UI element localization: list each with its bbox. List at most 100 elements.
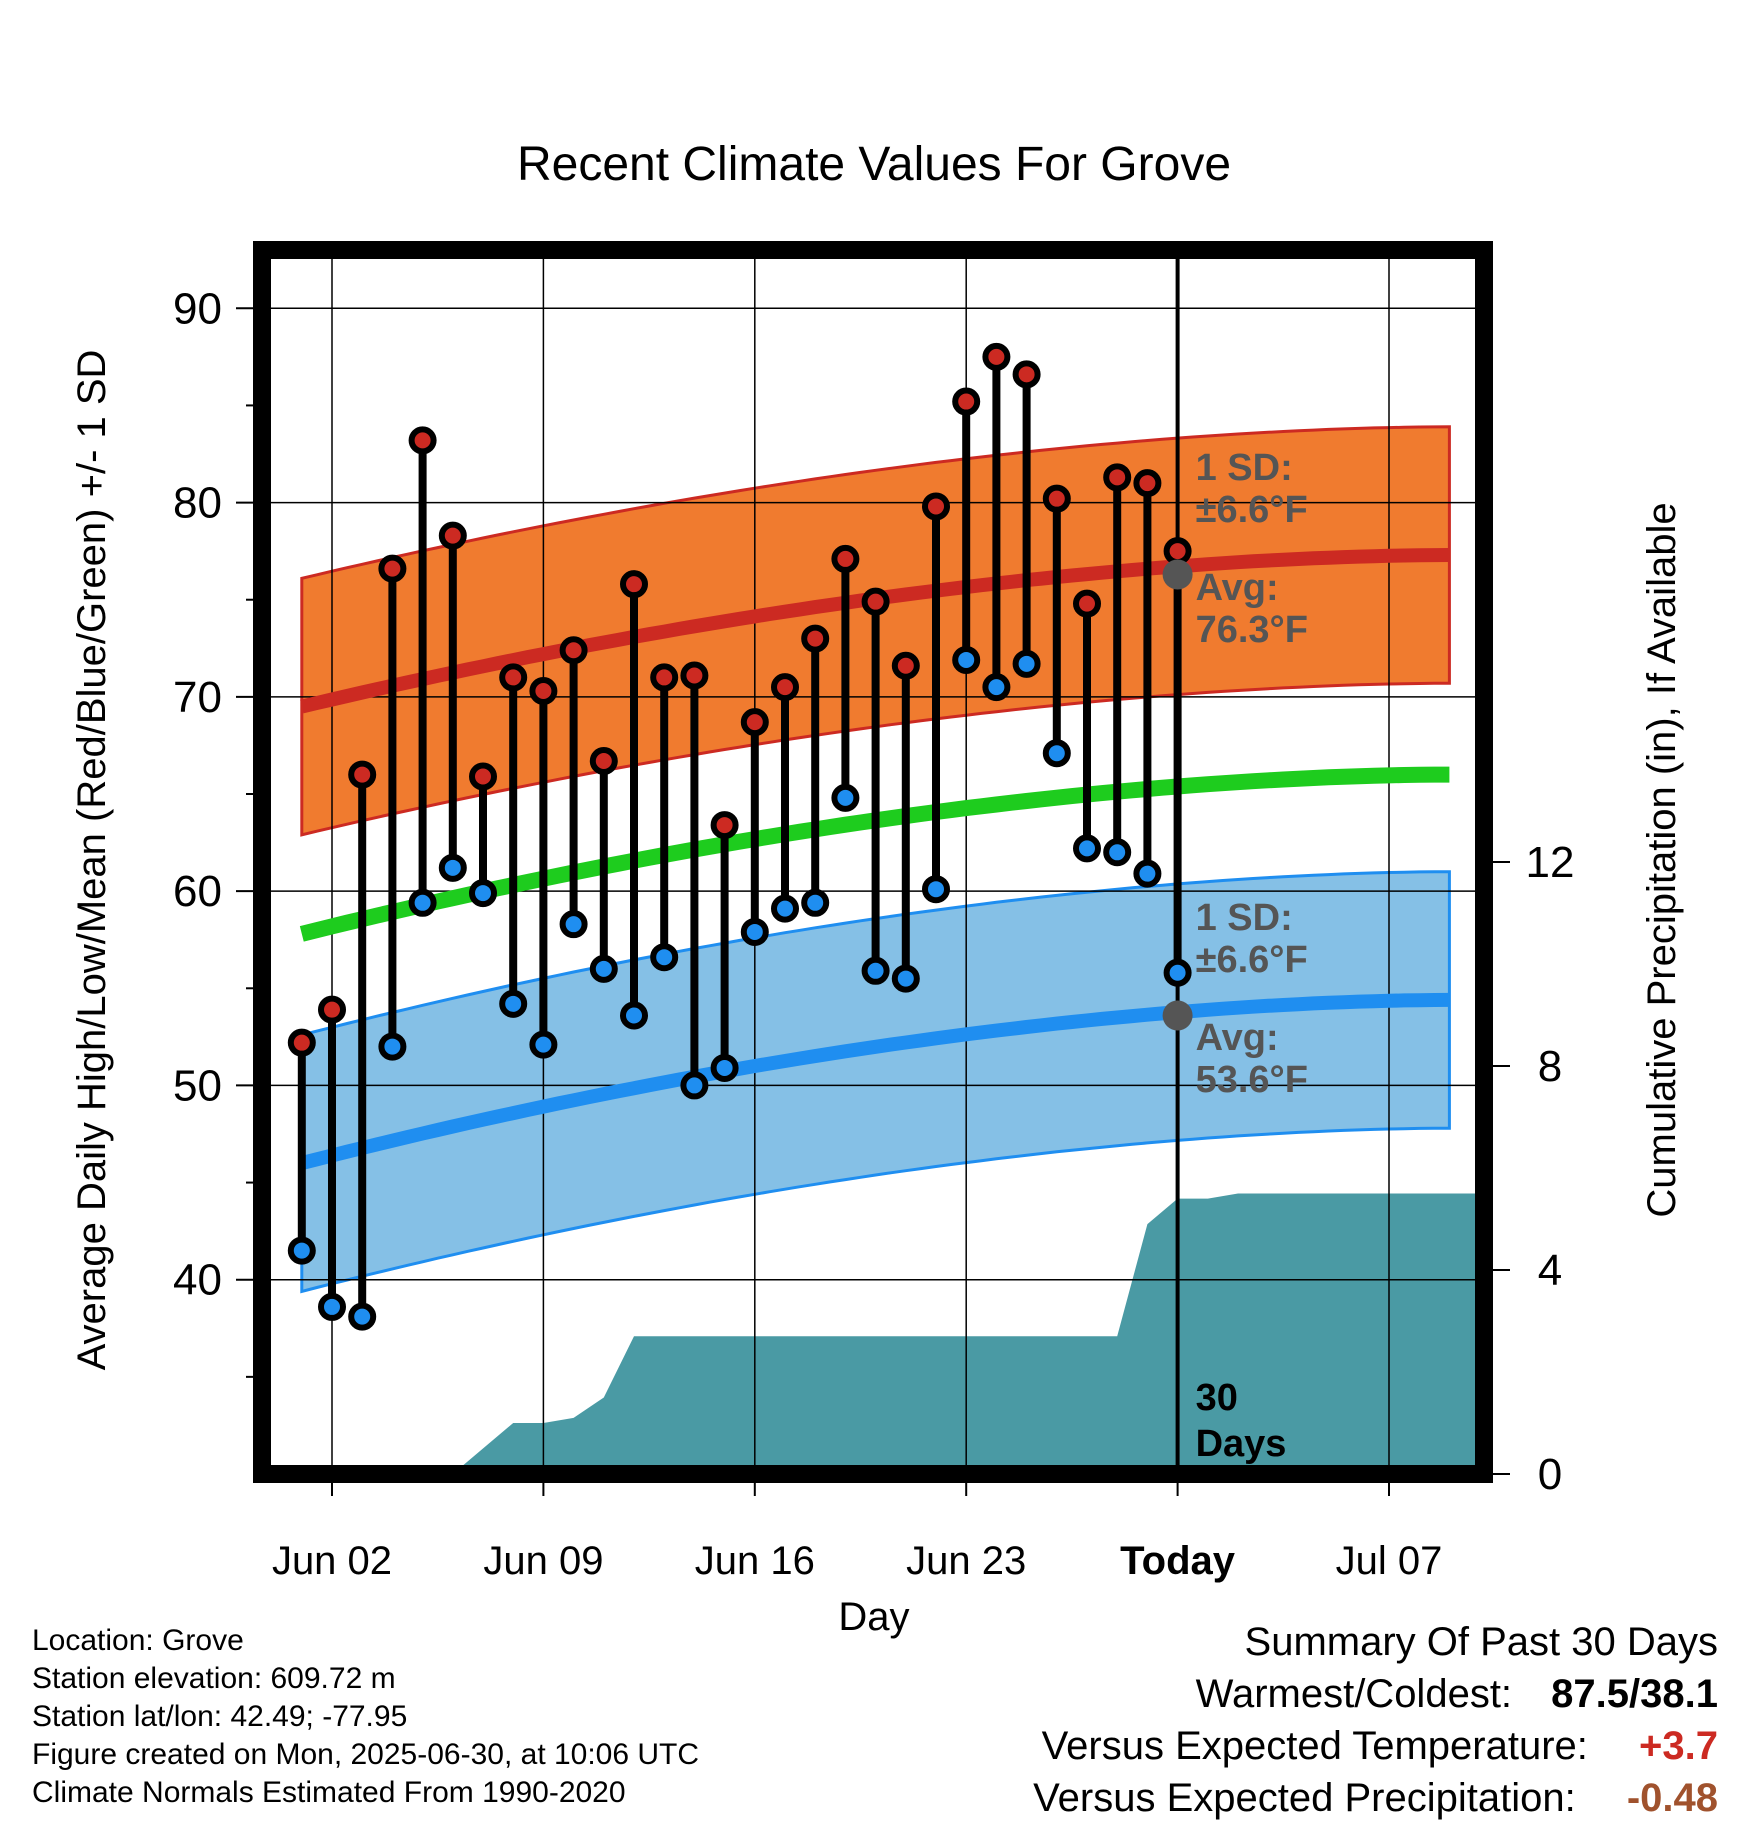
y-tick-label-left: 90: [173, 284, 222, 333]
x-tick-label: Jun 09: [483, 1539, 603, 1583]
daily-low-point: [710, 1053, 739, 1082]
daily-high-point: [952, 387, 981, 416]
daily-high-point: [650, 663, 679, 692]
footer-created: Figure created on Mon, 2025-06-30, at 10…: [32, 1738, 700, 1771]
daily-high-point: [1103, 463, 1132, 492]
daily-high-point: [801, 624, 830, 653]
days-count-label: 30: [1196, 1377, 1238, 1419]
normal-low-line: [300, 992, 1450, 1170]
footer-info: Location: Grove Station elevation: 609.7…: [32, 1622, 699, 1812]
precipitation-area: [301, 1193, 1484, 1474]
summary-temp-value: +3.7: [1639, 1724, 1718, 1768]
daily-low-point: [680, 1071, 709, 1100]
daily-low-point: [740, 917, 769, 946]
today-high-avg-marker: [1162, 559, 1193, 590]
daily-low-point: [589, 954, 618, 983]
daily-low-point: [952, 645, 981, 674]
footer-elevation: Station elevation: 609.72 m: [32, 1662, 396, 1695]
x-tick-label: Jun 02: [272, 1539, 392, 1583]
summary-title: Summary Of Past 30 Days: [1244, 1620, 1718, 1664]
daily-low-point: [469, 879, 497, 908]
x-tick-label: Jun 16: [695, 1539, 815, 1583]
summary-warm-cold-label: Warmest/Coldest:: [1195, 1672, 1513, 1716]
daily-low-point: [438, 853, 467, 882]
daily-high-point: [348, 760, 377, 789]
low-avg-value: 53.6°F: [1196, 1059, 1308, 1101]
footer-latlon: Station lat/lon: 42.49; -77.95: [32, 1700, 408, 1733]
summary-warm-cold-value: 87.5/38.1: [1551, 1672, 1718, 1716]
y-tick-label-left: 80: [173, 479, 222, 528]
daily-low-point: [1042, 739, 1071, 768]
daily-low-point: [378, 1032, 407, 1061]
daily-low-point: [559, 910, 588, 939]
daily-low-point: [348, 1302, 377, 1331]
summary-precipitation: Versus Expected Precipitation: -0.48: [1033, 1776, 1718, 1821]
y-tick-label-left: 40: [173, 1256, 222, 1305]
daily-high-point: [378, 554, 407, 583]
daily-low-point: [650, 943, 679, 972]
high-avg-label: Avg:: [1196, 567, 1279, 609]
days-unit-label: Days: [1196, 1423, 1287, 1465]
daily-low-point: [318, 1292, 346, 1321]
daily-high-point: [287, 1028, 316, 1057]
daily-low-point: [831, 783, 860, 812]
low-sd-label: 1 SD:: [1196, 897, 1293, 939]
daily-high-point: [589, 746, 618, 775]
y-tick-label-left: 50: [173, 1061, 222, 1110]
y-tick-label-left: 70: [173, 673, 222, 722]
daily-high-point: [922, 492, 950, 521]
today-low-avg-marker: [1162, 1000, 1193, 1031]
y-axis-label-right: Cumulative Precipitation (in), If Availa…: [1640, 502, 1684, 1217]
low-sd-value: ±6.6°F: [1196, 939, 1308, 981]
daily-high-point: [891, 651, 920, 680]
daily-low-point: [408, 888, 437, 917]
daily-low-point: [1163, 958, 1192, 987]
daily-high-point: [469, 762, 497, 791]
daily-low-point: [861, 956, 890, 985]
daily-high-point: [499, 663, 528, 692]
daily-high-point: [1073, 589, 1101, 618]
daily-low-point: [1103, 838, 1132, 867]
daily-high-point: [1163, 537, 1192, 566]
daily-high-point: [1012, 360, 1041, 389]
footer-location: Location: Grove: [32, 1624, 244, 1657]
daily-low-point: [1073, 834, 1101, 863]
summary-temp-label: Versus Expected Temperature:: [1041, 1724, 1588, 1768]
daily-high-point: [1133, 469, 1162, 498]
summary-precip-label: Versus Expected Precipitation:: [1033, 1776, 1576, 1820]
x-tick-label: Jul 07: [1336, 1539, 1443, 1583]
daily-high-point: [982, 342, 1011, 371]
daily-high-point: [620, 570, 648, 599]
footer-normals: Climate Normals Estimated From 1990-2020: [32, 1776, 626, 1809]
x-axis-label: Day: [838, 1595, 909, 1639]
daily-low-point: [1012, 649, 1041, 678]
daily-high-point: [408, 426, 437, 455]
daily-high-point: [1042, 484, 1071, 513]
y-tick-label-left: 60: [173, 867, 222, 916]
daily-high-point: [710, 811, 739, 840]
daily-high-point: [559, 636, 588, 665]
y-tick-label-right: 8: [1538, 1042, 1562, 1091]
summary-warm-cold: Warmest/Coldest: 87.5/38.1: [1196, 1672, 1718, 1717]
high-avg-value: 76.3°F: [1196, 609, 1308, 651]
y-tick-label-right: 12: [1526, 838, 1575, 887]
daily-low-point: [982, 673, 1011, 702]
daily-low-point: [891, 964, 920, 993]
y-axis-label-left: Average Daily High/Low/Mean (Red/Blue/Gr…: [70, 350, 114, 1371]
daily-low-point: [620, 1001, 648, 1030]
x-tick-label: Jun 23: [906, 1539, 1026, 1583]
daily-low-point: [801, 888, 830, 917]
daily-low-point: [1133, 859, 1162, 888]
daily-high-point: [831, 544, 860, 573]
daily-high-point: [861, 587, 890, 616]
y-tick-label-right: 0: [1538, 1450, 1562, 1499]
low-sd-band: [300, 870, 1451, 1294]
summary-precip-value: -0.48: [1626, 1776, 1718, 1820]
daily-high-point: [740, 708, 769, 737]
chart-title: Recent Climate Values For Grove: [517, 138, 1231, 191]
daily-low-point: [922, 875, 950, 904]
plot-contents: [262, 250, 1484, 1474]
daily-low-point: [529, 1030, 558, 1059]
daily-high-point: [771, 673, 799, 702]
